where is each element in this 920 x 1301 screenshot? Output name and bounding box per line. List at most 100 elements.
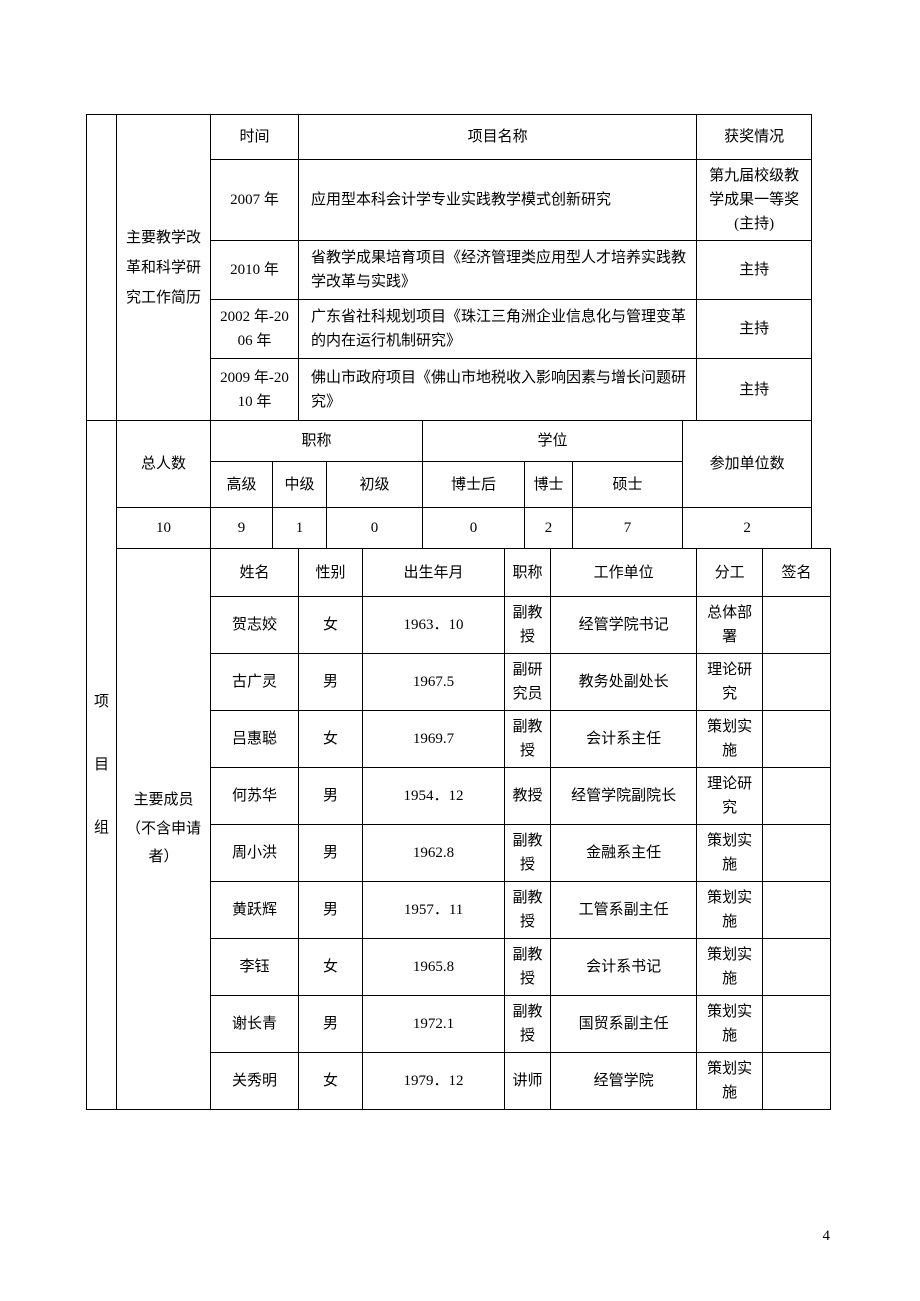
m4-birth: 1962.8 xyxy=(363,825,505,882)
m4-gender: 男 xyxy=(299,825,363,882)
m2-org: 会计系主任 xyxy=(551,711,697,768)
r1-award: 主持 xyxy=(697,241,812,300)
m7-org: 国贸系副主任 xyxy=(551,996,697,1053)
m6-gender: 女 xyxy=(299,939,363,996)
cnt-units: 2 xyxy=(683,508,812,549)
m0-gender: 女 xyxy=(299,597,363,654)
m0-name: 贺志姣 xyxy=(211,597,299,654)
r0-time: 2007 年 xyxy=(211,160,299,241)
sub-shuoshi: 硕士 xyxy=(573,462,683,508)
m1-gender: 男 xyxy=(299,654,363,711)
units-label: 参加单位数 xyxy=(683,421,812,508)
form-table: 主要教学改革和科学研究工作简历 时间 项目名称 获奖情况 2007 年 应用型本… xyxy=(86,114,831,1110)
sub-chuji: 初级 xyxy=(327,462,423,508)
m2-title: 副教授 xyxy=(505,711,551,768)
m6-role: 策划实施 xyxy=(697,939,763,996)
cnt-chuji: 0 xyxy=(327,508,423,549)
h-name: 项目名称 xyxy=(299,115,697,160)
m3-gender: 男 xyxy=(299,768,363,825)
m5-gender: 男 xyxy=(299,882,363,939)
m4-org: 金融系主任 xyxy=(551,825,697,882)
m8-sign xyxy=(763,1053,831,1110)
page-number: 4 xyxy=(823,1228,831,1245)
section1-left-margin xyxy=(87,115,117,421)
m8-name: 关秀明 xyxy=(211,1053,299,1110)
m5-role: 策划实施 xyxy=(697,882,763,939)
m5-title: 副教授 xyxy=(505,882,551,939)
mh-sign: 签名 xyxy=(763,549,831,597)
m4-title: 副教授 xyxy=(505,825,551,882)
m4-role: 策划实施 xyxy=(697,825,763,882)
m7-title: 副教授 xyxy=(505,996,551,1053)
h-award: 获奖情况 xyxy=(697,115,812,160)
sub-boshihou: 博士后 xyxy=(423,462,525,508)
m8-title: 讲师 xyxy=(505,1053,551,1110)
m8-gender: 女 xyxy=(299,1053,363,1110)
m1-sign xyxy=(763,654,831,711)
m8-org: 经管学院 xyxy=(551,1053,697,1110)
m8-role: 策划实施 xyxy=(697,1053,763,1110)
content-area: 主要教学改革和科学研究工作简历 时间 项目名称 获奖情况 2007 年 应用型本… xyxy=(86,114,831,1110)
m5-birth: 1957．11 xyxy=(363,882,505,939)
sub-zhongji: 中级 xyxy=(273,462,327,508)
m1-title: 副研究员 xyxy=(505,654,551,711)
page: 主要教学改革和科学研究工作简历 时间 项目名称 获奖情况 2007 年 应用型本… xyxy=(0,0,920,1301)
m2-sign xyxy=(763,711,831,768)
m1-role: 理论研究 xyxy=(697,654,763,711)
r2-name: 广东省社科规划项目《珠江三角洲企业信息化与管理变革的内在运行机制研究》 xyxy=(299,300,697,359)
m2-role: 策划实施 xyxy=(697,711,763,768)
m5-org: 工管系副主任 xyxy=(551,882,697,939)
m3-org: 经管学院副院长 xyxy=(551,768,697,825)
m2-gender: 女 xyxy=(299,711,363,768)
r1-time: 2010 年 xyxy=(211,241,299,300)
m3-sign xyxy=(763,768,831,825)
m6-birth: 1965.8 xyxy=(363,939,505,996)
xuewei-label: 学位 xyxy=(423,421,683,462)
cnt-total: 10 xyxy=(117,508,211,549)
m8-birth: 1979．12 xyxy=(363,1053,505,1110)
m4-sign xyxy=(763,825,831,882)
members-side: 主要成员（不含申请者） xyxy=(117,549,211,1110)
m3-name: 何苏华 xyxy=(211,768,299,825)
cnt-zhongji: 1 xyxy=(273,508,327,549)
sub-boshi: 博士 xyxy=(525,462,573,508)
m3-title: 教授 xyxy=(505,768,551,825)
m5-name: 黄跃辉 xyxy=(211,882,299,939)
m0-org: 经管学院书记 xyxy=(551,597,697,654)
m2-birth: 1969.7 xyxy=(363,711,505,768)
mh-birth: 出生年月 xyxy=(363,549,505,597)
m0-role: 总体部署 xyxy=(697,597,763,654)
r0-name: 应用型本科会计学专业实践教学模式创新研究 xyxy=(299,160,697,241)
m6-title: 副教授 xyxy=(505,939,551,996)
m1-birth: 1967.5 xyxy=(363,654,505,711)
m0-birth: 1963．10 xyxy=(363,597,505,654)
mh-role: 分工 xyxy=(697,549,763,597)
mh-gender: 性别 xyxy=(299,549,363,597)
r0-award: 第九届校级教学成果一等奖(主持) xyxy=(697,160,812,241)
cnt-boshihou: 0 xyxy=(423,508,525,549)
m3-role: 理论研究 xyxy=(697,768,763,825)
m6-sign xyxy=(763,939,831,996)
section1-side-label: 主要教学改革和科学研究工作简历 xyxy=(117,115,211,421)
h-time: 时间 xyxy=(211,115,299,160)
m7-birth: 1972.1 xyxy=(363,996,505,1053)
r3-award: 主持 xyxy=(697,359,812,421)
m7-gender: 男 xyxy=(299,996,363,1053)
m7-sign xyxy=(763,996,831,1053)
mh-name: 姓名 xyxy=(211,549,299,597)
r3-name: 佛山市政府项目《佛山市地税收入影响因素与增长问题研究》 xyxy=(299,359,697,421)
m5-sign xyxy=(763,882,831,939)
m0-title: 副教授 xyxy=(505,597,551,654)
m2-name: 吕惠聪 xyxy=(211,711,299,768)
m6-org: 会计系书记 xyxy=(551,939,697,996)
m7-name: 谢长青 xyxy=(211,996,299,1053)
m0-sign xyxy=(763,597,831,654)
m6-name: 李钰 xyxy=(211,939,299,996)
r1-name: 省教学成果培育项目《经济管理类应用型人才培养实践教学改革与实践》 xyxy=(299,241,697,300)
m1-org: 教务处副处长 xyxy=(551,654,697,711)
m3-birth: 1954．12 xyxy=(363,768,505,825)
r2-time: 2002 年-2006 年 xyxy=(211,300,299,359)
r3-time: 2009 年-2010 年 xyxy=(211,359,299,421)
zhicheng-label: 职称 xyxy=(211,421,423,462)
mh-org: 工作单位 xyxy=(551,549,697,597)
